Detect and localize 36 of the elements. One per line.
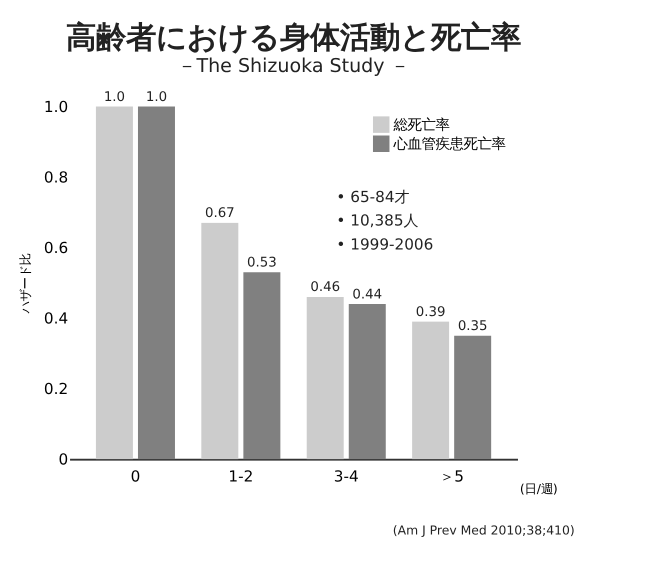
data-label: 0.39 [416, 304, 446, 320]
bar [454, 336, 492, 460]
legend-label: 総死亡率 [392, 117, 450, 134]
data-label: 0.67 [204, 206, 235, 222]
x-tick-label: 3-4 [334, 468, 359, 486]
data-label: 1.0 [104, 90, 126, 105]
data-label: 0.44 [352, 287, 382, 302]
chart-subtitle: －The Shizuoka Study － [177, 55, 410, 78]
annotation: • 10,385人 [336, 212, 419, 230]
y-tick-label: 0.2 [44, 380, 68, 398]
bar [138, 106, 175, 460]
data-label: 0.35 [458, 319, 488, 334]
data-label: 1.0 [146, 90, 168, 105]
y-axis-title: ハザード比 [18, 253, 33, 314]
bar [96, 106, 133, 460]
legend-label: 心血管疾患死亡率 [392, 136, 506, 152]
x-tick-label: 1-2 [228, 468, 254, 486]
text: (Am J Prev Med 2010;38;410) [392, 523, 575, 538]
bar [201, 222, 238, 460]
y-tick-label: 0.8 [44, 168, 68, 186]
x-tick-label: ＞5 [439, 468, 464, 486]
bar [243, 272, 280, 460]
y-tick-label: 1.0 [44, 98, 68, 116]
y-tick-label: 0.6 [44, 238, 68, 257]
data-label: 0.53 [247, 256, 277, 271]
bar [412, 322, 450, 460]
bar [348, 304, 386, 460]
annotation: • 1999-2006 [336, 236, 434, 254]
data-label: 0.46 [310, 280, 340, 296]
chart-title: 高齢者における身体活動と死亡率 [66, 20, 522, 56]
bar [306, 296, 344, 460]
x-tick-label: 0 [130, 468, 140, 486]
annotation: • 65-84才 [336, 188, 410, 206]
x-axis-title: (日/週) [520, 482, 558, 496]
y-tick-label: 0 [58, 450, 68, 468]
y-tick-label: 0.4 [44, 309, 68, 328]
